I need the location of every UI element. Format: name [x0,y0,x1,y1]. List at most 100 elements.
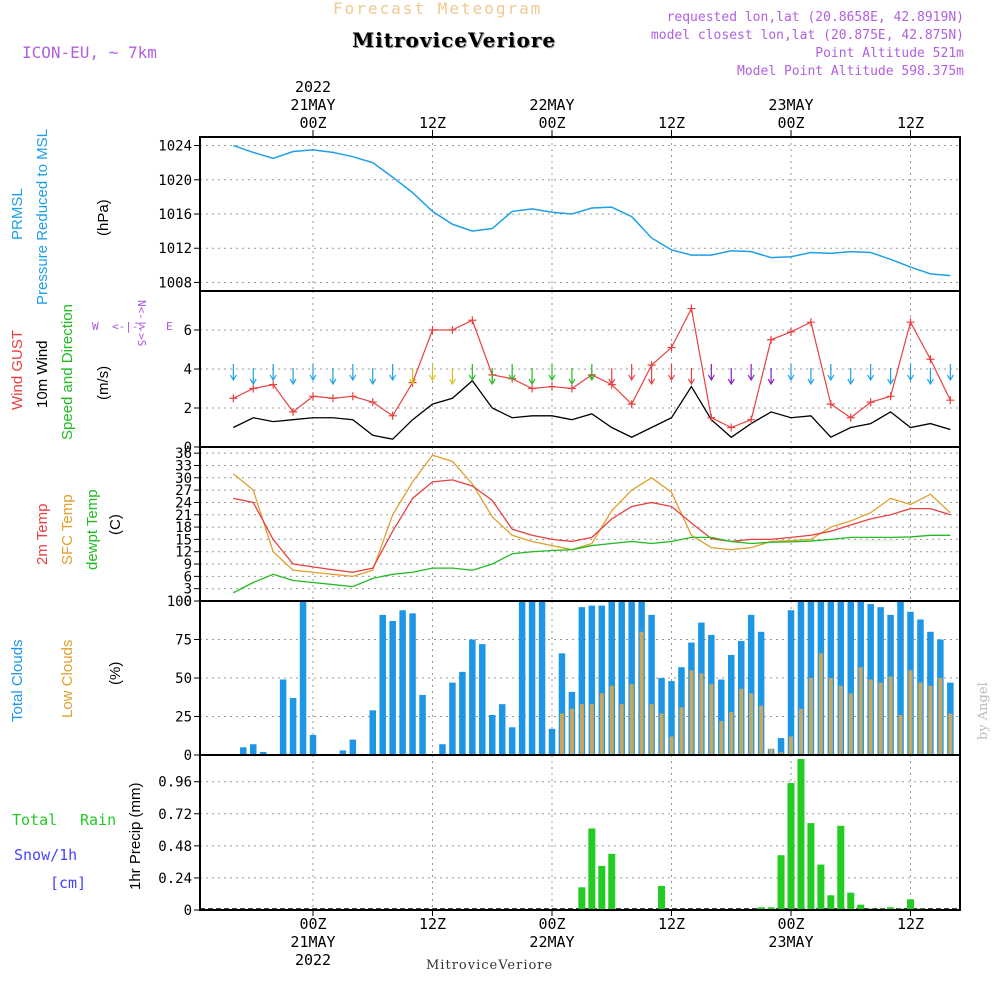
temp-sfc-line [232,454,951,578]
y-tick-label: 6 [184,323,192,339]
wind-10m-label: 10m Wind [34,340,51,408]
wind-direction-arrow [468,364,476,382]
wind-gust-marker [468,316,477,325]
rain-bar [887,907,895,910]
wind-arrow-head [727,378,735,386]
y-tick-label: 6 [184,569,192,585]
total-clouds-bar [498,704,506,755]
low-clouds-bar [669,736,674,755]
wind-direction-arrow [926,368,934,386]
low-clouds-bar [868,679,873,755]
compass-west: W [92,320,99,333]
wind-arrow-head [329,378,337,386]
rain-bar [787,783,795,910]
y-tick-label: 0.24 [158,871,192,887]
year-label-bottom: 2022 [295,951,331,969]
wind-arrow-head [349,374,357,382]
wind-gust-marker [886,392,895,401]
wind-direction-arrow [727,368,735,386]
wind-gust-marker [667,343,676,352]
wind-direction-arrow [787,364,795,382]
low-clouds-bar [948,713,953,755]
low-clouds-label: Low Clouds [59,640,76,718]
wind-unit-label: (m/s) [95,366,112,400]
total-clouds-label: Total Clouds [9,639,26,722]
wind-gust-marker [567,384,576,393]
rain-bar [857,904,865,910]
low-clouds-bar [918,682,923,755]
y-tick-label: 30 [175,471,192,487]
requested-coords: requested lon,lat (20.8658E, 42.8919N) [666,10,964,25]
rain-bar [777,855,785,910]
low-clouds-bar [559,713,564,755]
rain-bar [608,853,616,910]
wind-arrow-head [369,378,377,386]
total-clouds-bar [538,601,546,755]
wind-gust-marker [946,396,955,405]
low-clouds-bar [898,714,903,755]
total-clouds-bar [479,644,486,755]
total-clouds-bar [847,601,854,755]
y-tick-label: 0.48 [158,839,192,855]
low-clouds-bar [848,693,853,755]
time-tick-label-top: 12Z [658,114,685,132]
wind-arrow-head [229,374,237,382]
model-altitude: Model Point Altitude 598.375m [737,64,964,79]
total-clouds-bar [777,738,785,755]
wind-gust-marker [289,407,298,416]
total-clouds-bar [459,671,466,755]
wind-arrow-head [687,378,695,386]
date-label-top: 21MAY [290,96,335,114]
y-tick-label: 12 [175,545,192,561]
snow-label: Snow/1h [14,846,77,864]
y-tick-label: 15 [175,532,192,548]
y-tick-label: 0 [184,440,192,456]
wind-direction-arrow [329,368,337,386]
wind-gust-marker [448,326,457,334]
wind-arrow-head [508,374,516,382]
wind-arrow-head [887,378,895,386]
wind-direction-arrow [309,364,317,382]
wind-arrow-head [289,378,297,386]
wind-arrow-head [548,374,556,382]
low-clouds-bar [629,684,634,755]
temp-2m-label: 2m Temp [34,504,51,565]
rain-bar [837,825,845,910]
point-altitude: Point Altitude 521m [815,46,964,61]
wind-gust-marker [388,411,397,420]
wind-direction-arrow [847,368,855,386]
wind-speed-direction-label: Speed and Direction [59,304,76,440]
wind-arrow-head [767,378,775,386]
rain-bar [588,828,596,910]
low-clouds-bar [818,653,823,755]
wind-direction-arrow [628,364,636,382]
y-tick-label: 4 [184,362,192,378]
y-tick-label: 1008 [158,275,192,291]
time-tick-label-bottom: 00Z [538,915,565,933]
low-clouds-bar [699,673,704,755]
low-clouds-bar [858,667,863,755]
panel-frame [199,446,961,602]
wind-gust-marker [548,382,556,391]
footer-station: MitroviceVeriore [426,958,554,973]
total-clouds-bar [628,601,635,755]
y-tick-label: 1016 [158,207,192,223]
wind-arrow-head [528,378,536,386]
rain-bar [578,887,586,910]
rain-bar [807,823,815,910]
wind-gust-marker [269,380,278,389]
wind-direction-arrow [448,368,456,386]
total-clouds-bar [528,601,536,755]
dewpoint-line [233,534,951,594]
wind-gust-marker [627,400,636,409]
wind-arrow-head [628,374,636,382]
low-clouds-bar [838,685,843,755]
total-clouds-bar [747,614,755,755]
low-clouds-bar [639,631,644,755]
wind-arrow-head [747,374,755,382]
compass-ns-label: N<-|->S [135,300,148,346]
wind-arrow-head [707,374,715,382]
station-title: MitroviceVeriore [352,28,557,52]
wind-direction-arrow [528,368,536,386]
low-clouds-bar [609,685,614,755]
